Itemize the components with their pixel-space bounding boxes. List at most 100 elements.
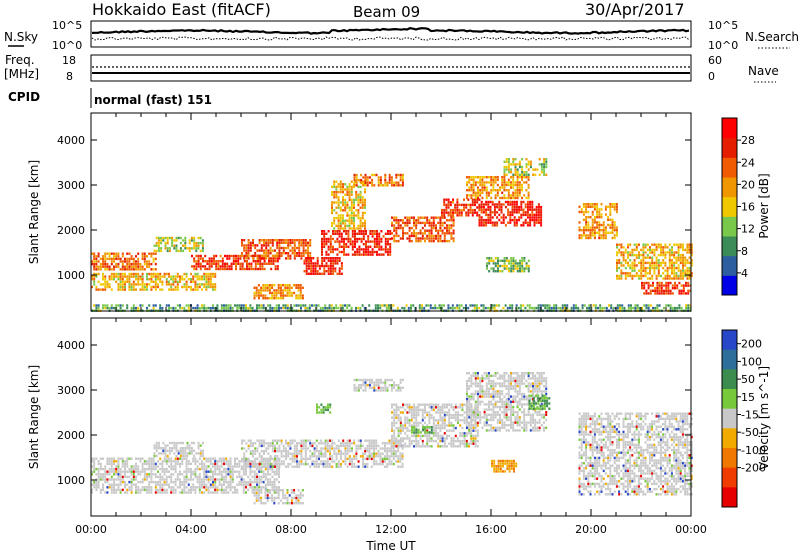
power-cells-cell <box>503 189 506 192</box>
power-cells-cell <box>646 266 649 270</box>
vel-cells-cell <box>119 491 122 494</box>
power-cells-cell <box>486 262 488 265</box>
vel-cells-cell <box>91 483 93 486</box>
power-cells-cell <box>510 257 513 260</box>
power-cells-cell <box>616 277 618 280</box>
power-cells-cell <box>221 265 224 268</box>
power-cells-cell <box>421 304 423 307</box>
power-cells-cell <box>485 213 488 217</box>
power-cells-cell <box>356 237 359 241</box>
vel-cells-cell <box>150 475 153 479</box>
power-cells-cell <box>384 240 387 243</box>
vel-cells-cell <box>117 467 120 471</box>
vel-cells-cell <box>342 444 345 448</box>
power-cells-cell <box>531 306 533 310</box>
power-cells-cell <box>658 289 661 292</box>
power-cells-cell <box>237 260 240 263</box>
power-cells-cell <box>354 230 356 233</box>
power-cells-cell <box>152 275 155 278</box>
power-cells-cell <box>165 304 168 307</box>
power-cells-cell <box>510 259 513 262</box>
power-cells-cell <box>95 272 98 276</box>
power-cells-cell <box>673 253 676 257</box>
power-cells-cell <box>397 173 400 177</box>
vel-cells-cell <box>353 457 356 461</box>
power-cells-cell <box>673 256 676 259</box>
power-cells-cell <box>358 248 361 251</box>
power-cells-cell <box>293 254 296 257</box>
power-cells-cell <box>331 211 333 215</box>
vel-cells-cell <box>150 480 153 484</box>
power-cells-cell <box>408 221 411 225</box>
power-cells-cell <box>505 181 508 184</box>
vel-cells-cell <box>198 457 201 460</box>
vel-cells-cell <box>97 467 100 471</box>
power-cells-cell <box>296 246 298 250</box>
power-cells-cell <box>620 243 623 246</box>
vel-cells-cell <box>165 480 168 484</box>
power-cells-cell <box>193 241 196 245</box>
power-cells-cell <box>521 270 524 273</box>
power-cells-cell <box>339 219 342 222</box>
power-cells-cell <box>596 223 599 227</box>
power-cells-cell <box>417 232 420 235</box>
power-cells-cell <box>512 178 515 181</box>
power-cells-cell <box>636 306 639 310</box>
vel-cells-cell <box>172 480 175 484</box>
power-cells-cell <box>527 163 530 166</box>
power-cells-cell <box>492 183 495 187</box>
power-cells-cell <box>229 304 232 307</box>
vel-cells-cell <box>229 486 232 489</box>
power-cells-cell <box>514 194 517 197</box>
power-cells-cell <box>629 264 632 267</box>
power-cells-cell <box>513 203 516 206</box>
vel-cells-cell <box>241 447 243 450</box>
power-cells-cell <box>456 206 459 209</box>
power-cells-cell <box>498 208 501 211</box>
power-cells-cell <box>108 278 111 281</box>
power-cells-cell <box>124 260 126 263</box>
power-cells-cell <box>507 183 510 187</box>
power-cells-cell <box>282 246 285 250</box>
vel-cells-cell <box>160 452 163 455</box>
vel-cells-cell <box>364 457 367 461</box>
power-cells-cell <box>516 194 519 197</box>
vel-cells-cell <box>205 486 208 489</box>
power-cells-cell <box>611 229 614 232</box>
power-cells-cell <box>613 203 616 206</box>
power-cells-cell <box>132 304 135 307</box>
power-cells-cell <box>307 257 310 260</box>
power-cells-cell <box>489 306 492 310</box>
power-cells-cell <box>642 256 645 259</box>
vel-cells-cell <box>263 465 265 468</box>
power-cells-cell <box>535 221 538 224</box>
vel-cells-cell <box>218 457 221 460</box>
power-cells-cell <box>527 267 530 270</box>
power-cells-cell <box>362 253 365 256</box>
vel-cells-cell <box>355 444 358 448</box>
power-cells-cell <box>526 200 529 204</box>
power-cells-cell <box>678 292 681 295</box>
power-cells-cell <box>183 306 186 310</box>
power-cells-cell <box>524 221 527 224</box>
vel-cells-cell <box>146 473 148 476</box>
vel-cells-cell <box>93 457 96 460</box>
power-cells-cell <box>362 235 365 238</box>
vel-cells-cell <box>368 447 371 450</box>
power-cells-cell <box>325 237 328 241</box>
vel-cells-cell <box>289 447 292 450</box>
power-cells-cell <box>177 236 180 240</box>
power-cells-cell <box>668 274 671 278</box>
power-cells-cell <box>598 236 601 240</box>
power-cells-cell <box>447 304 450 307</box>
power-cells-cell <box>108 255 111 258</box>
power-cells-cell <box>458 304 461 307</box>
power-cells-cell <box>252 267 255 271</box>
power-cells-cell <box>425 304 428 307</box>
power-cells-cell <box>601 306 604 310</box>
vel-cells-cell <box>170 457 173 460</box>
power-cells-cell <box>269 241 272 244</box>
power-cells-cell <box>478 224 481 227</box>
power-cells-cell <box>640 272 643 275</box>
power-cells-cell <box>257 262 259 265</box>
